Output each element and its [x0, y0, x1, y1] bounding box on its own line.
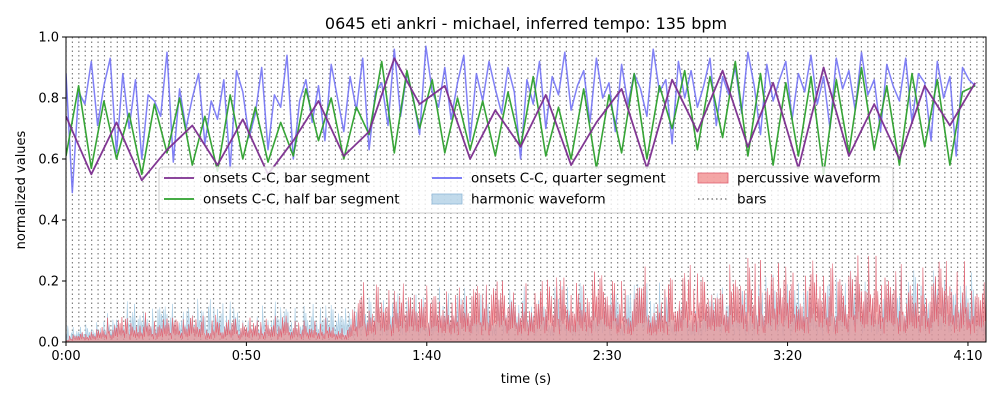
- x-tick-label: 1:40: [412, 349, 441, 364]
- legend-label: percussive waveform: [737, 171, 881, 187]
- x-tick-label: 0:00: [51, 349, 80, 364]
- legend-label: onsets C-C, half bar segment: [203, 192, 400, 208]
- chart-title: 0645 eti ankri - michael, inferred tempo…: [325, 14, 727, 33]
- y-axis: 0.0 0.2 0.4 0.6 0.8 1.0: [38, 31, 66, 351]
- y-tick-label: 0.4: [38, 214, 59, 229]
- x-tick-label: 0:50: [232, 349, 261, 364]
- x-tick-label: 4:10: [953, 349, 982, 364]
- x-tick-label: 2:30: [593, 349, 622, 364]
- percussive-waveform-layer: [66, 255, 986, 342]
- x-axis-label: time (s): [501, 372, 551, 387]
- legend-item: onsets C-C, quarter segment: [432, 171, 666, 187]
- plot-area: [65, 36, 987, 343]
- legend-item: bars: [698, 192, 766, 208]
- y-tick-label: 0.8: [38, 92, 59, 107]
- y-tick-label: 0.6: [38, 153, 59, 168]
- percussive-waveform-area: [66, 255, 986, 342]
- x-tick-label: 3:20: [773, 349, 802, 364]
- legend-item: onsets C-C, bar segment: [164, 171, 370, 187]
- legend-label: harmonic waveform: [471, 192, 606, 208]
- legend-label: onsets C-C, quarter segment: [471, 171, 666, 187]
- y-tick-label: 1.0: [38, 31, 59, 46]
- y-tick-label: 0.0: [38, 336, 59, 351]
- legend-item: onsets C-C, half bar segment: [164, 192, 400, 208]
- y-axis-label: normalized values: [14, 130, 29, 249]
- bar-segment-line: [66, 57, 976, 182]
- legend-label: onsets C-C, bar segment: [203, 171, 370, 187]
- plot-frame: [65, 36, 987, 343]
- legend-label: bars: [737, 192, 766, 208]
- x-axis: 0:00 0:50 1:40 2:30 3:20 4:10: [51, 342, 983, 364]
- legend-swatch: [697, 172, 729, 184]
- quarter-segment-line: [66, 45, 976, 194]
- legend-item: harmonic waveform: [431, 192, 606, 208]
- legend-swatch: [431, 193, 463, 205]
- y-tick-label: 0.2: [38, 275, 59, 290]
- legend-item: percussive waveform: [697, 171, 881, 187]
- legend: onsets C-C, bar segment onsets C-C, half …: [158, 166, 894, 214]
